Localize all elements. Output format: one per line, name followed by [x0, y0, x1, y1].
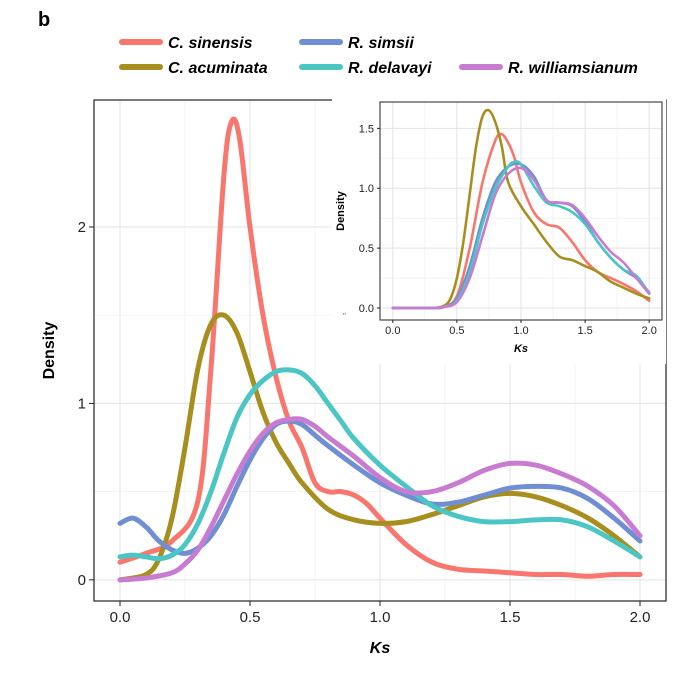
inset-y-axis-title: Density — [335, 190, 347, 231]
inset-y-tick-label: 1.0 — [359, 183, 374, 195]
main-y-axis-title: Density — [41, 322, 58, 380]
legend-item-r-williamsianum: R. williamsianum — [462, 60, 638, 77]
inset-y-tick-label: 0.5 — [359, 243, 374, 255]
inset-x-tick-label: 1.5 — [577, 325, 592, 337]
legend-item-c-sinensis: C. sinensis — [122, 35, 253, 52]
inset-x-tick-label: 0.5 — [449, 325, 464, 337]
inset-y-tick-label: 1.5 — [359, 123, 374, 135]
main-y-tick-label: 0 — [78, 572, 86, 589]
inset-x-tick-label: 2.0 — [642, 325, 657, 337]
main-x-tick-label: 0.5 — [240, 609, 261, 626]
main-x-tick-label: 2.0 — [630, 609, 651, 626]
density-chart: b C. sinensis R. simsii C. acuminata R. … — [0, 0, 693, 676]
legend-item-r-simsii: R. simsii — [302, 35, 414, 52]
figure: b C. sinensis R. simsii C. acuminata R. … — [0, 0, 693, 676]
main-x-tick-label: 1.0 — [370, 609, 391, 626]
legend-label-c-acuminata: C. acuminata — [168, 60, 268, 77]
legend-item-c-acuminata: C. acuminata — [122, 60, 268, 77]
inset-x-axis-title: Ks — [514, 343, 528, 355]
inset-x-tick-label: 0.0 — [385, 325, 400, 337]
legend-label-r-williamsianum: R. williamsianum — [508, 60, 638, 77]
inset-x-tick-label: 1.0 — [513, 325, 528, 337]
main-x-tick-label: 1.5 — [500, 609, 521, 626]
stray-mark: " — [343, 312, 346, 321]
main-y-tick-label: 2 — [78, 219, 86, 236]
legend-item-r-delavayi: R. delavayi — [302, 60, 432, 77]
inset-plot: 0.0 0.5 1.0 1.5 2.0 0.0 0.5 1.0 1.5 Ks Density — [332, 96, 666, 364]
main-x-tick-label: 0.0 — [110, 609, 131, 626]
main-y-tick-label: 1 — [78, 395, 86, 412]
legend-label-r-delavayi: R. delavayi — [348, 60, 432, 77]
legend: C. sinensis R. simsii C. acuminata R. de… — [122, 35, 638, 77]
panel-letter: b — [38, 9, 50, 31]
main-x-axis-title: Ks — [370, 640, 391, 657]
inset-y-tick-label: 0.0 — [359, 303, 374, 315]
legend-label-r-simsii: R. simsii — [348, 35, 414, 52]
legend-label-c-sinensis: C. sinensis — [168, 35, 253, 52]
